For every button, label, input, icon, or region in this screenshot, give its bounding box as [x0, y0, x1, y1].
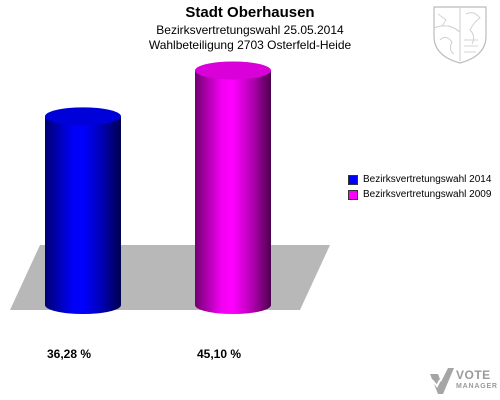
- bar-2014: [45, 116, 121, 315]
- chart-subtitle-election: Bezirksvertretungswahl 25.05.2014: [156, 23, 344, 37]
- legend-swatch-2014: [348, 174, 358, 185]
- chart-legend: Bezirksvertretungswahl 2014 Bezirksvertr…: [348, 172, 491, 202]
- chart-subtitle-turnout: Wahlbeteiligung 2703 Osterfeld-Heide: [148, 38, 352, 52]
- logo-text-manager: MANAGER: [456, 383, 498, 390]
- bar-2009: [195, 70, 271, 314]
- vote-manager-logo-icon: [430, 368, 454, 394]
- bar-top-2014: [45, 107, 121, 126]
- logo-text-vote: VOTE: [456, 368, 491, 382]
- bar-top-2009: [195, 61, 271, 80]
- legend-item-2014: Bezirksvertretungswahl 2014: [348, 172, 491, 187]
- coat-of-arms-icon: [433, 6, 487, 64]
- legend-label-2009: Bezirksvertretungswahl 2009: [363, 189, 492, 200]
- vote-manager-logo: VOTE MANAGER: [456, 368, 498, 392]
- legend-swatch-2009: [348, 189, 358, 200]
- legend-label-2014: Bezirksvertretungswahl 2014: [363, 174, 492, 185]
- chart-title: Stadt Oberhausen: [185, 4, 315, 21]
- legend-item-2009: Bezirksvertretungswahl 2009: [348, 187, 491, 202]
- data-label-2014: 36,28 %: [47, 347, 91, 361]
- data-label-2009: 45,10 %: [197, 347, 241, 361]
